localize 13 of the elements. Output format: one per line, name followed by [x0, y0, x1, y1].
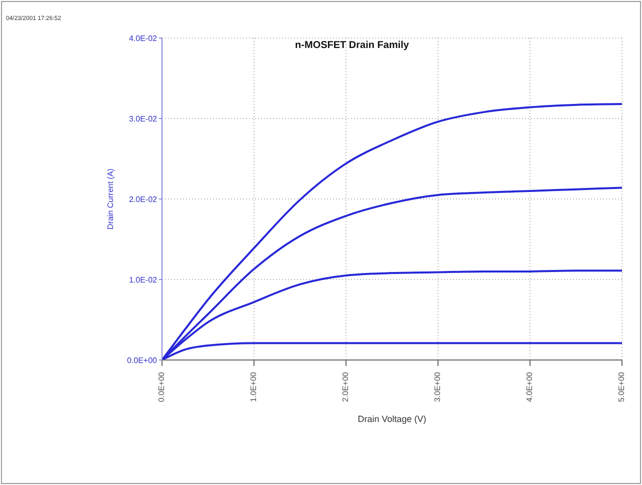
y-tick-label: 1.0E-02 [128, 275, 158, 284]
y-tick-label: 2.0E-02 [128, 194, 158, 204]
x-axis-title: Drain Voltage (V) [358, 414, 426, 424]
x-tick-label: 1.0E+00 [249, 371, 258, 402]
y-tick-label: 3.0E-02 [128, 114, 158, 124]
x-tick-label: 3.0E+00 [433, 371, 442, 402]
y-tick-label: 0.0E+00 [126, 356, 158, 365]
x-tick-label: 4.0E+00 [525, 371, 534, 402]
x-tick-label: 2.0E+00 [341, 371, 350, 402]
y-axis-title: Drain Current (A) [106, 168, 115, 230]
chart-title: n-MOSFET Drain Family [295, 40, 410, 51]
x-tick-label: 5.0E+00 [617, 371, 626, 402]
y-tick-label: 4.0E-02 [128, 34, 158, 43]
